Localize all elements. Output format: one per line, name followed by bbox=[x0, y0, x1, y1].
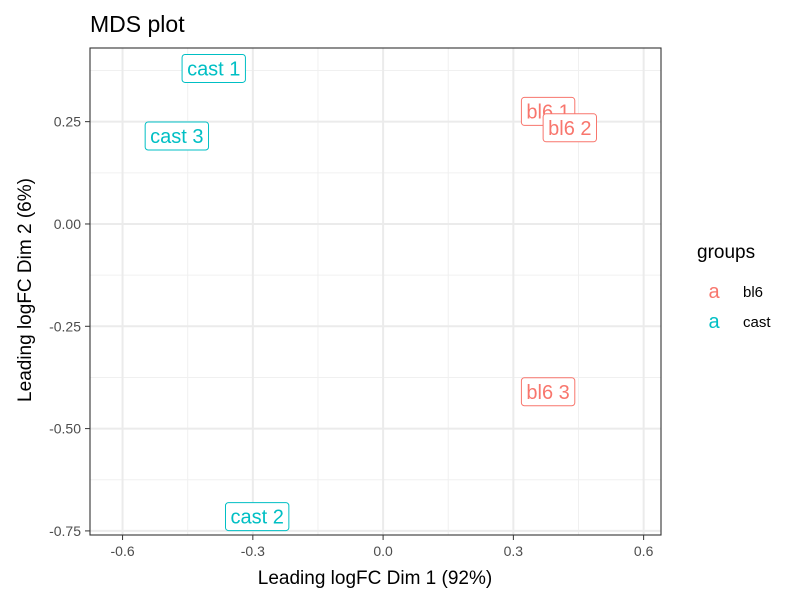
x-tick-label: -0.6 bbox=[111, 543, 135, 559]
x-tick-label: 0.3 bbox=[504, 543, 524, 559]
x-tick-label: 0.6 bbox=[634, 543, 654, 559]
legend: groups a bl6 a cast bbox=[697, 242, 771, 333]
point-label-text: cast 1 bbox=[187, 58, 240, 80]
point-label-bl6: bl6 2 bbox=[542, 113, 598, 143]
point-label-text: cast 3 bbox=[150, 126, 203, 148]
y-axis: -0.75 -0.50 -0.25 0.00 0.25 bbox=[49, 114, 90, 539]
label-box bbox=[181, 53, 246, 83]
point-label-cast: cast 3 bbox=[144, 121, 210, 151]
y-tick-label: -0.50 bbox=[49, 421, 81, 437]
legend-label: bl6 bbox=[743, 284, 763, 301]
point-label-cast: cast 2 bbox=[224, 502, 290, 532]
x-axis-title: Leading logFC Dim 1 (92%) bbox=[258, 568, 492, 589]
label-box bbox=[542, 113, 598, 143]
point-label-text: bl6 3 bbox=[526, 382, 569, 404]
legend-key: a bbox=[708, 311, 720, 333]
legend-entry-bl6: a bl6 bbox=[708, 281, 763, 303]
point-label-text: bl6 2 bbox=[548, 118, 591, 140]
x-tick-label: 0.0 bbox=[373, 543, 393, 559]
legend-label: cast bbox=[743, 314, 771, 331]
point-label-bl6: bl6 3 bbox=[520, 377, 576, 407]
y-tick-label: 0.00 bbox=[54, 216, 81, 232]
label-box bbox=[224, 502, 290, 532]
y-tick-label: 0.25 bbox=[54, 114, 81, 130]
legend-entry-cast: a cast bbox=[708, 311, 771, 333]
legend-title: groups bbox=[697, 242, 755, 263]
chart-title: MDS plot bbox=[90, 11, 185, 37]
label-box bbox=[520, 377, 576, 407]
y-axis-title: Leading logFC Dim 2 (6%) bbox=[15, 178, 36, 402]
x-axis: -0.6 -0.3 0.0 0.3 0.6 bbox=[111, 535, 654, 559]
y-tick-label: -0.75 bbox=[49, 523, 81, 539]
legend-entries: a bl6 a cast bbox=[708, 281, 771, 333]
x-tick-label: -0.3 bbox=[241, 543, 265, 559]
point-label-cast: cast 1 bbox=[181, 53, 246, 83]
y-tick-label: -0.25 bbox=[49, 318, 81, 334]
point-label-text: cast 2 bbox=[230, 507, 283, 529]
legend-key: a bbox=[708, 281, 720, 303]
label-box bbox=[144, 121, 210, 151]
panel-border bbox=[89, 47, 662, 536]
